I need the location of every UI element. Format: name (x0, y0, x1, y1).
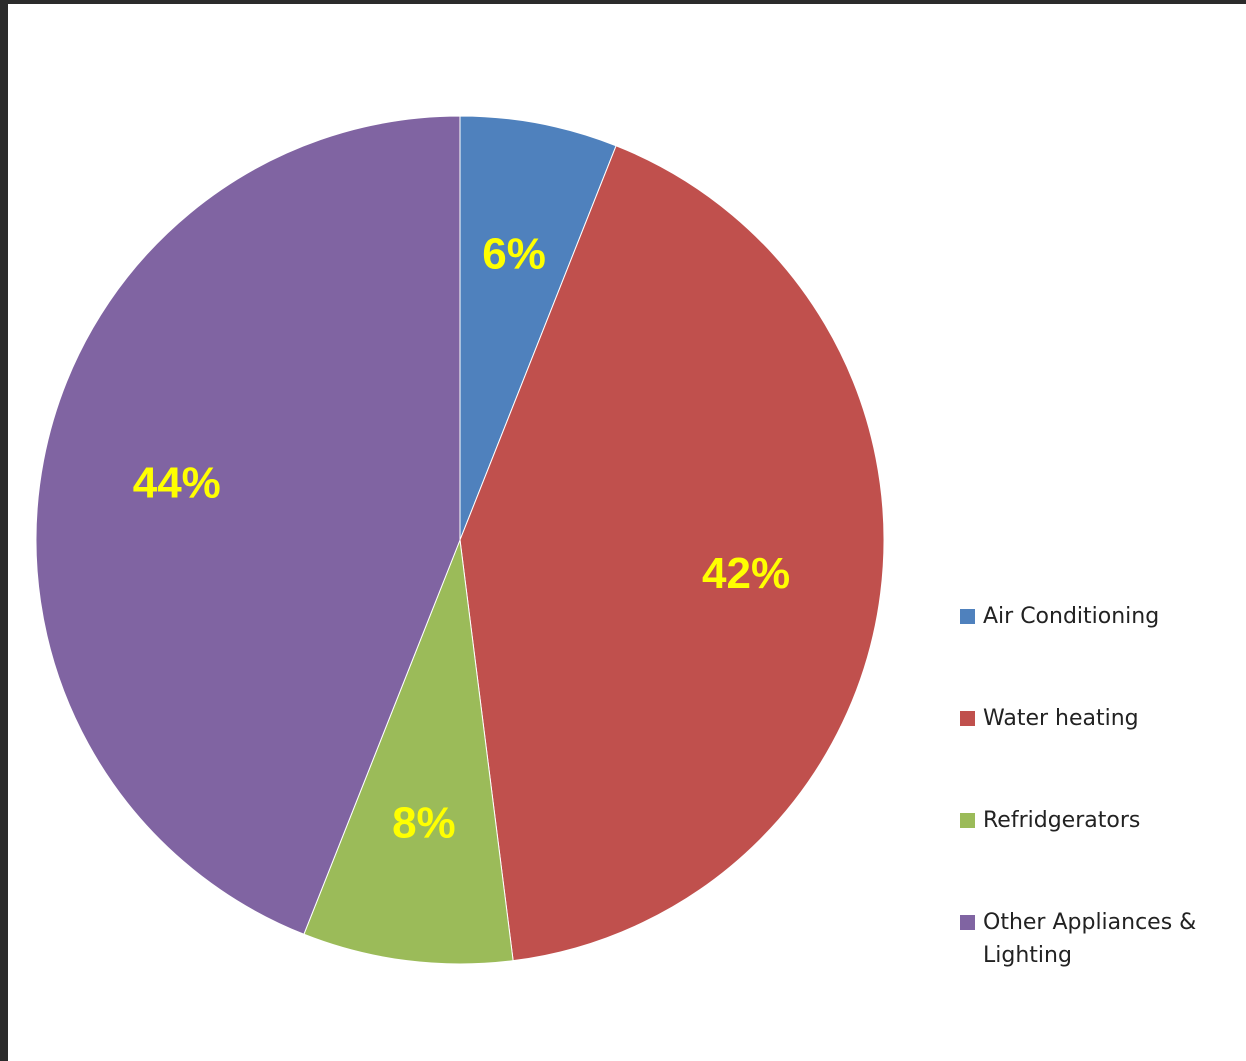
pie-slice-other-appliances-lighting (35, 115, 461, 935)
pie-chart: 6% 42% 8% 44% (35, 115, 885, 965)
legend-swatch-water-heating (960, 711, 975, 726)
legend-item-water-heating: Water heating (960, 702, 1240, 804)
legend: Air Conditioning Water heating Refridger… (960, 600, 1240, 1008)
legend-label-other-appliances-lighting: Other Appliances & Lighting (983, 910, 1197, 968)
legend-swatch-air-conditioning (960, 609, 975, 624)
chart-frame: 6% 42% 8% 44% Air Conditioning Water heatin… (8, 4, 1246, 1061)
data-label-refridgerators: 8% (392, 799, 456, 848)
legend-swatch-other-appliances-lighting (960, 915, 975, 930)
data-label-water-heating: 42% (702, 549, 790, 598)
legend-swatch-refridgerators (960, 813, 975, 828)
legend-label-refridgerators: Refridgerators (983, 808, 1141, 833)
data-label-other-appliances-lighting: 44% (133, 459, 221, 508)
pie-slice-labels: 6% 42% 8% 44% (133, 229, 790, 847)
legend-label-air-conditioning: Air Conditioning (983, 604, 1160, 629)
legend-item-refridgerators: Refridgerators (960, 804, 1240, 906)
legend-item-other-appliances-lighting: Other Appliances & Lighting (960, 906, 1240, 1008)
pie-slice-air-conditioning (459, 115, 617, 541)
pie-slices (35, 115, 885, 965)
legend-label-water-heating: Water heating (983, 706, 1139, 731)
data-label-air-conditioning: 6% (482, 229, 546, 278)
pie-slice-water-heating (459, 145, 885, 962)
pie-slice-refridgerators (303, 539, 514, 965)
legend-item-air-conditioning: Air Conditioning (960, 600, 1240, 702)
